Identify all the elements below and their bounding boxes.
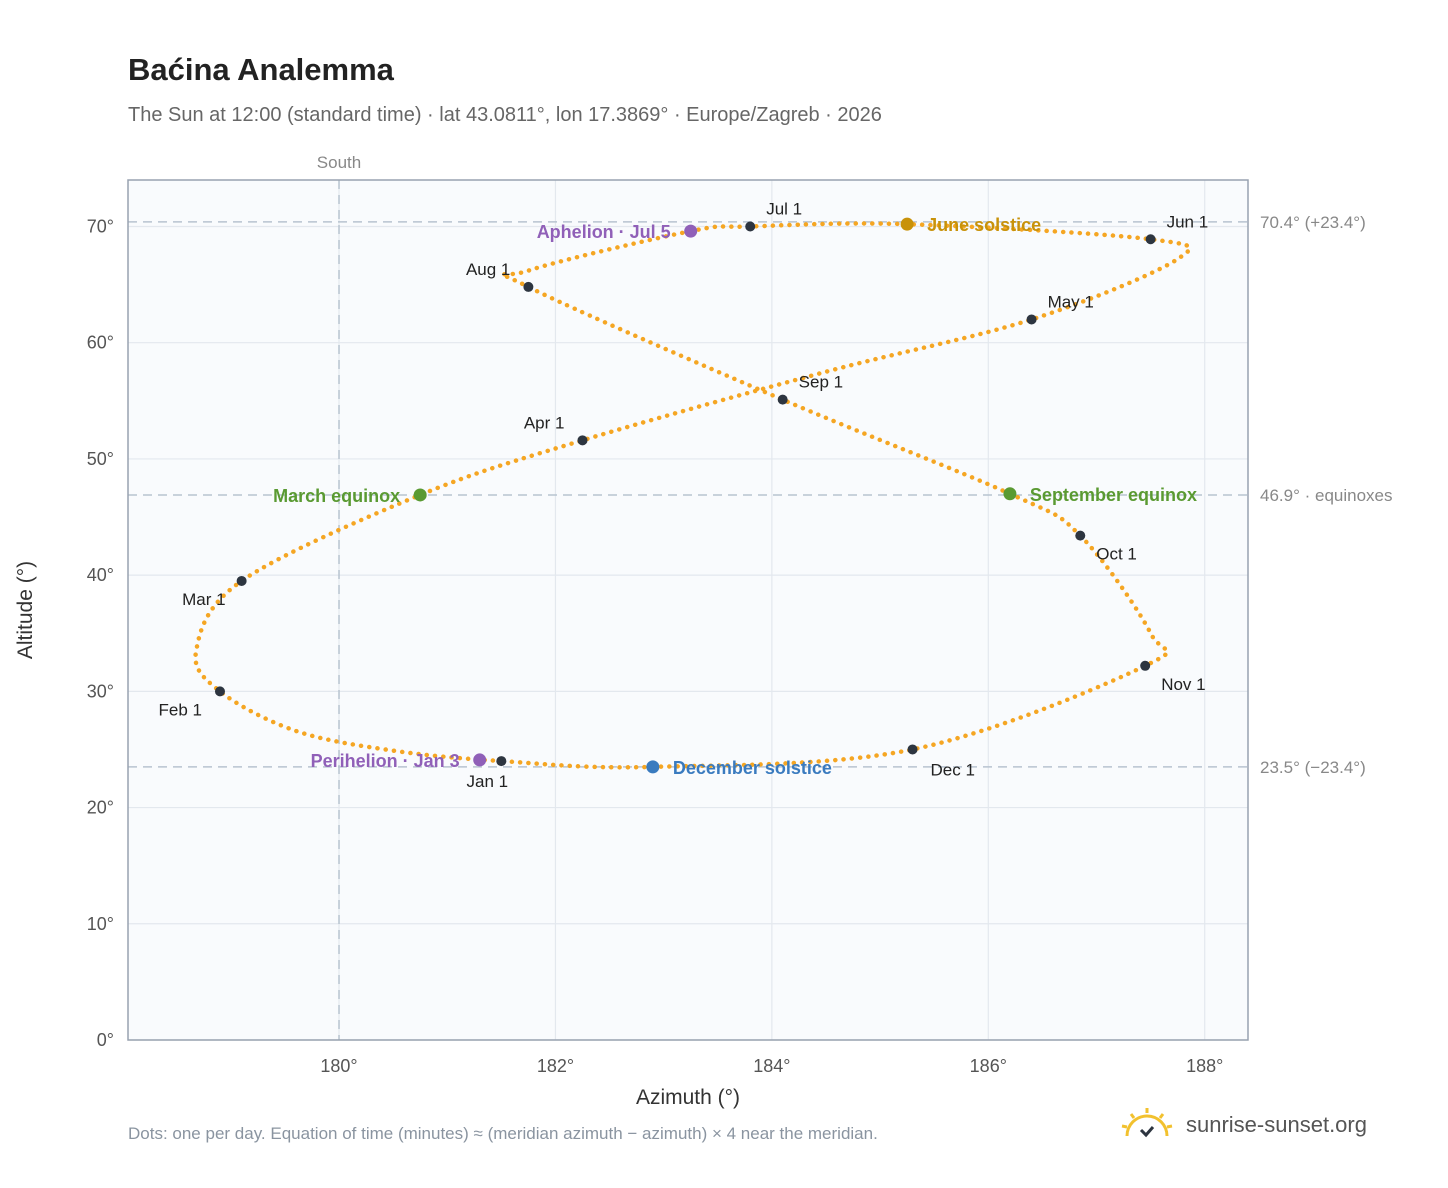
month-marker	[907, 744, 918, 755]
month-label: Sep 1	[799, 373, 843, 392]
month-marker	[1026, 314, 1037, 325]
event-label: March equinox	[273, 486, 400, 506]
month-label: May 1	[1048, 292, 1094, 311]
meridian-line: South	[317, 153, 361, 1040]
x-tick-label: 188°	[1186, 1056, 1223, 1076]
event-marker	[646, 760, 660, 774]
y-tick-label: 30°	[87, 681, 114, 701]
chart-title: Baćina Analemma	[128, 52, 394, 87]
month-label: Jun 1	[1167, 212, 1209, 231]
y-tick-label: 10°	[87, 914, 114, 934]
month-marker	[1140, 660, 1151, 671]
month-marker	[577, 435, 588, 446]
month-marker	[745, 221, 756, 232]
month-label: Jul 1	[766, 199, 802, 218]
sun-check-icon	[1120, 1106, 1174, 1145]
x-tick-label: 184°	[753, 1056, 790, 1076]
reference-label: 70.4° (+23.4°)	[1260, 213, 1366, 232]
reference-label: 23.5° (−23.4°)	[1260, 758, 1366, 777]
reference-lines: 70.4° (+23.4°) 46.9° · equinoxes 23.5° (−2…	[128, 213, 1393, 777]
month-label: Mar 1	[182, 590, 225, 609]
x-tick-label: 182°	[537, 1056, 574, 1076]
plot-frame	[127, 179, 1249, 1041]
x-tick-label: 186°	[970, 1056, 1007, 1076]
event-label: Perihelion · Jan 3	[311, 751, 460, 771]
month-label: Jan 1	[467, 772, 509, 791]
y-axis-label: Altitude (°)	[14, 561, 37, 659]
y-tick-label: 60°	[87, 333, 114, 353]
month-marker	[1145, 234, 1156, 245]
event-marker	[413, 488, 427, 502]
axis-ticks: 180° 182° 184° 186° 188° 0° 10° 20° 30° 40° 50° 60°…	[87, 216, 1224, 1076]
brand[interactable]: sunrise-sunset.org	[1120, 1100, 1367, 1150]
chart-subtitle: The Sun at 12:00 (standard time) · lat 4…	[128, 104, 882, 126]
date-markers: Jan 1 Feb 1 Mar 1 Apr 1 May 1 Jun 1 Jul 1 Aug 1…	[158, 199, 1208, 791]
y-tick-label: 20°	[87, 798, 114, 818]
month-label: Nov 1	[1161, 675, 1205, 694]
x-tick-label: 180°	[320, 1056, 357, 1076]
month-marker	[777, 394, 788, 405]
month-label: Apr 1	[524, 413, 565, 432]
reference-label: 46.9° · equinoxes	[1260, 486, 1393, 505]
event-marker	[684, 224, 698, 238]
footnote: Dots: one per day. Equation of time (min…	[128, 1124, 878, 1143]
y-tick-label: 40°	[87, 565, 114, 585]
month-marker	[236, 575, 247, 586]
month-label: Aug 1	[466, 260, 510, 279]
month-marker	[496, 756, 507, 767]
event-label: December solstice	[673, 758, 832, 778]
y-tick-label: 0°	[97, 1030, 114, 1050]
month-marker	[214, 686, 225, 697]
x-axis-label: Azimuth (°)	[636, 1086, 740, 1109]
y-tick-label: 50°	[87, 449, 114, 469]
month-label: Feb 1	[158, 700, 201, 719]
brand-name: sunrise-sunset.org	[1186, 1112, 1367, 1137]
month-label: Oct 1	[1096, 545, 1137, 564]
meridian-label: South	[317, 153, 361, 172]
month-label: Dec 1	[931, 760, 975, 779]
month-marker	[1075, 530, 1086, 541]
plot-area	[128, 180, 1248, 1040]
event-label: June solstice	[927, 215, 1041, 235]
y-tick-label: 70°	[87, 216, 114, 236]
event-label: Aphelion · Jul 5	[537, 222, 671, 242]
event-marker	[473, 753, 487, 767]
event-marker	[900, 217, 914, 231]
event-marker	[1003, 487, 1017, 501]
event-label: September equinox	[1030, 485, 1197, 505]
month-marker	[523, 281, 534, 292]
